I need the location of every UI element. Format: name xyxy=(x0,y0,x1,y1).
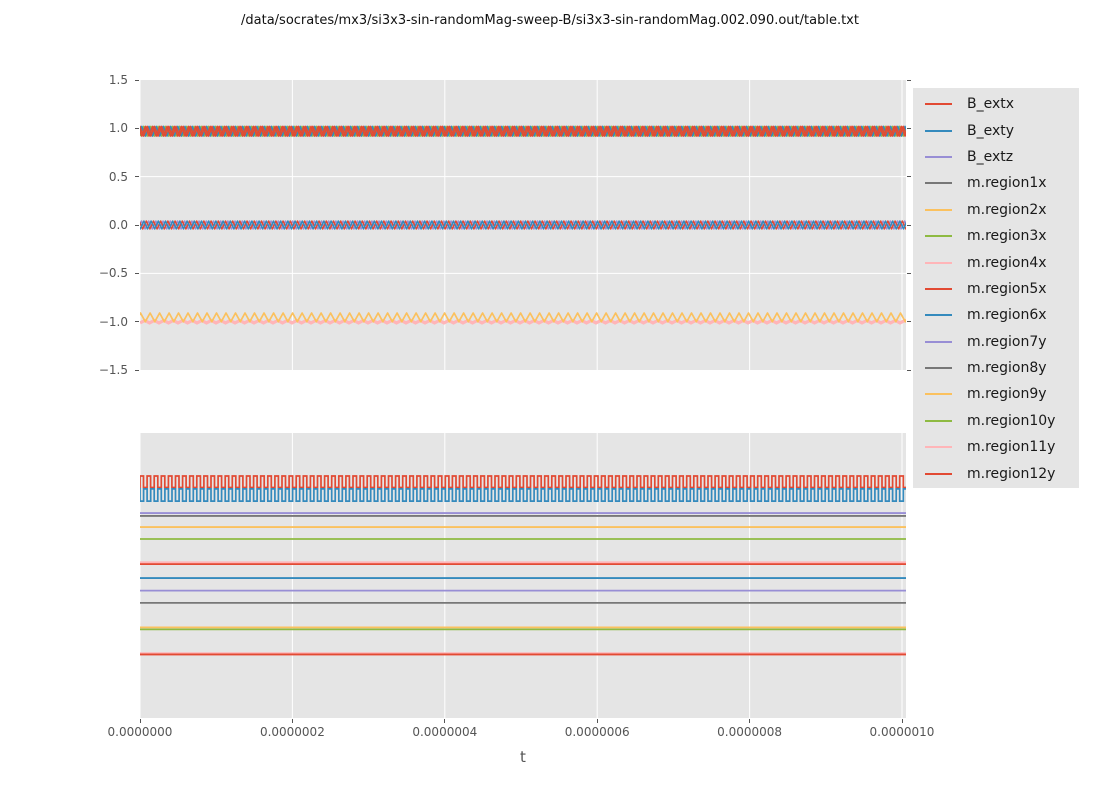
legend-line-swatch xyxy=(925,155,952,158)
legend-item: B_extx xyxy=(913,91,1079,117)
legend-label: m.region2x xyxy=(967,201,1047,218)
top-plot-area xyxy=(140,80,906,370)
legend-label: m.region12y xyxy=(967,465,1056,482)
y-tick-label: 0.5 xyxy=(108,169,128,184)
x-axis-label: t xyxy=(520,748,526,766)
x-tick-mark xyxy=(444,719,446,723)
legend-line-swatch xyxy=(925,208,952,211)
legend-line-swatch xyxy=(925,472,952,475)
legend-item: m.region6x xyxy=(913,302,1079,328)
y-tick-label: 0.0 xyxy=(108,218,128,232)
y-tick-label: −0.5 xyxy=(98,266,128,281)
legend-item: m.region3x xyxy=(913,223,1079,249)
series-line-band0 xyxy=(140,125,906,137)
bottom-axes xyxy=(140,433,906,718)
legend-item: m.region9y xyxy=(913,381,1079,407)
y-tick-mark-left xyxy=(135,127,139,129)
legend-item: m.region7y xyxy=(913,329,1079,355)
y-tick-mark-right xyxy=(907,369,911,371)
x-tick-label: 0.0000006 xyxy=(564,725,630,739)
figure-title: /data/socrates/mx3/si3x3-sin-randomMag-s… xyxy=(241,13,859,28)
legend-item: m.region4x xyxy=(913,249,1079,275)
x-tick-label: 0.0000002 xyxy=(259,725,325,739)
y-tick-mark-right xyxy=(907,127,911,129)
bottom-plot-area xyxy=(140,433,906,718)
legend-item: B_extz xyxy=(913,144,1079,170)
legend-label: m.region7y xyxy=(967,333,1047,350)
legend-box: B_extx B_exty B_extz m.region1x m.region2x m.… xyxy=(913,88,1079,488)
y-tick-mark-right xyxy=(907,79,911,81)
series-line-band1 xyxy=(140,220,906,230)
x-tick-label: 0.0000000 xyxy=(107,725,173,739)
y-tick-label: 1.5 xyxy=(108,73,128,87)
legend-item: m.region12y xyxy=(913,460,1079,486)
legend-line-swatch xyxy=(925,287,952,290)
x-tick-mark xyxy=(901,719,903,723)
legend-item: m.region2x xyxy=(913,197,1079,223)
x-tick-label: 0.0000004 xyxy=(412,725,478,739)
y-tick-label: 1.0 xyxy=(108,121,128,136)
series-line-band0 xyxy=(140,125,906,137)
series-line-band1 xyxy=(140,220,906,230)
y-tick-mark-right xyxy=(907,272,911,274)
legend-line-swatch xyxy=(925,367,952,370)
series-line-band2 xyxy=(140,312,906,323)
legend-line-swatch xyxy=(925,393,952,396)
legend-line-swatch xyxy=(925,446,952,449)
legend-item: m.region5x xyxy=(913,276,1079,302)
legend-label: m.region5x xyxy=(967,280,1047,297)
y-tick-mark-left xyxy=(135,369,139,371)
legend-line-swatch xyxy=(925,235,952,238)
x-tick-mark xyxy=(749,719,751,723)
y-tick-label: −1.5 xyxy=(98,363,128,377)
legend-label: m.region9y xyxy=(967,386,1047,403)
legend-line-swatch xyxy=(925,340,952,343)
legend-item: m.region8y xyxy=(913,355,1079,381)
y-tick-mark-left xyxy=(135,79,139,81)
x-tick-label: 0.0000008 xyxy=(717,725,783,739)
legend-line-swatch xyxy=(925,314,952,317)
legend-item: m.region10y xyxy=(913,408,1079,434)
series-line-0 xyxy=(140,475,906,489)
legend-label: m.region10y xyxy=(967,412,1056,429)
x-tick-label: 0.0000010 xyxy=(869,725,935,739)
legend-item: m.region11y xyxy=(913,434,1079,460)
series-line-band1 xyxy=(140,220,906,230)
y-tick-mark-right xyxy=(907,224,911,226)
legend-line-swatch xyxy=(925,103,952,106)
x-tick-mark xyxy=(139,719,141,723)
y-tick-mark-left xyxy=(135,272,139,274)
top-axes xyxy=(140,80,906,370)
y-tick-mark-left xyxy=(135,321,139,323)
legend-line-swatch xyxy=(925,419,952,422)
legend-line-swatch xyxy=(925,129,952,132)
legend-label: m.region4x xyxy=(967,254,1047,271)
series-line-band0 xyxy=(140,125,906,137)
legend-label: m.region11y xyxy=(967,439,1056,456)
y-tick-mark-left xyxy=(135,224,139,226)
x-tick-mark xyxy=(291,719,293,723)
legend-label: B_extz xyxy=(967,148,1014,165)
legend-label: B_extx xyxy=(967,96,1015,113)
series-line-1 xyxy=(140,488,906,502)
legend-item: B_exty xyxy=(913,117,1079,143)
y-tick-label: −1.0 xyxy=(98,314,128,329)
legend-item: m.region1x xyxy=(913,170,1079,196)
legend-label: m.region1x xyxy=(967,175,1047,192)
legend-label: m.region8y xyxy=(967,360,1047,377)
legend-label: B_exty xyxy=(967,122,1015,139)
y-tick-mark-right xyxy=(907,176,911,178)
legend-line-swatch xyxy=(925,182,952,185)
legend-label: m.region6x xyxy=(967,307,1047,324)
y-tick-mark-right xyxy=(907,321,911,323)
x-tick-mark xyxy=(596,719,598,723)
y-tick-mark-left xyxy=(135,176,139,178)
legend-line-swatch xyxy=(925,261,952,264)
legend-label: m.region3x xyxy=(967,228,1047,245)
